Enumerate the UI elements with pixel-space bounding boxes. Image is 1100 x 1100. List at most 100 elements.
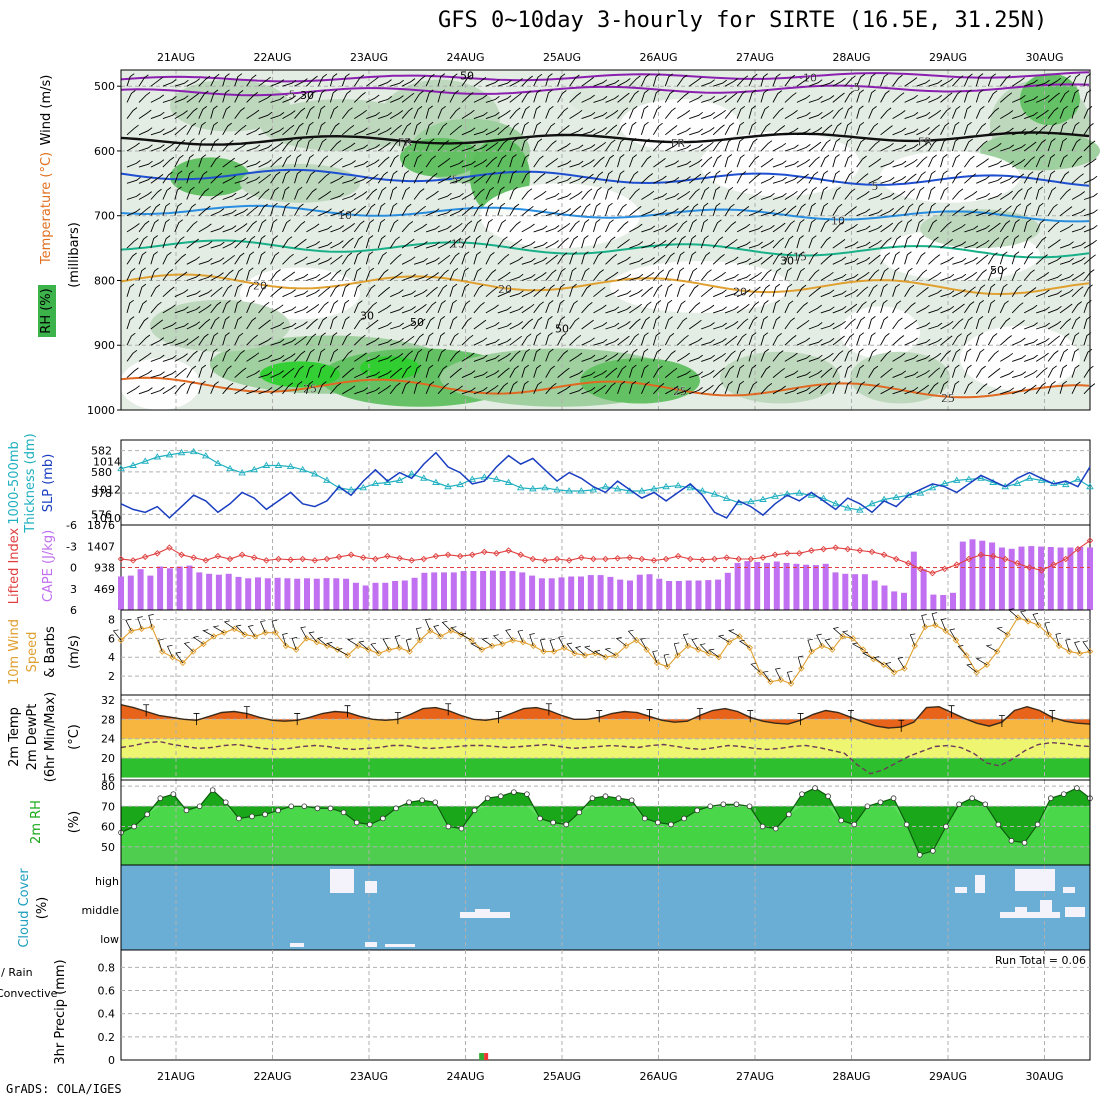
wind-barb (270, 385, 284, 395)
wind-barb (354, 205, 367, 217)
wind-barb (270, 251, 280, 265)
wind-barb (617, 321, 631, 330)
wind-barb (258, 76, 271, 87)
wind-barb (952, 90, 962, 103)
wind-barb (700, 186, 710, 200)
wind-barb (305, 154, 314, 168)
wind-barb (724, 256, 739, 265)
wind-barb (1012, 112, 1026, 120)
wind-barb (365, 251, 374, 265)
lifted-index-marker (1014, 560, 1021, 567)
lifted-index-tick: -6 (66, 519, 77, 532)
wind-barb (701, 370, 715, 379)
wind-barb (832, 203, 843, 216)
cape-bar (548, 578, 555, 610)
wind-barb (701, 127, 715, 136)
wind-barb (366, 111, 380, 120)
rh-marker (694, 807, 700, 814)
wind-barb (341, 267, 351, 281)
wind-barb (449, 222, 463, 233)
wind-barb (1059, 364, 1068, 378)
cloud-cover-block (1065, 907, 1085, 917)
wind-barb (162, 96, 177, 103)
wind-barb (569, 283, 577, 297)
wind-barb (700, 141, 714, 152)
surface-wind-barb (604, 647, 616, 656)
rh-marker (759, 823, 766, 830)
wind-barb (497, 110, 511, 119)
wind-barb (126, 176, 141, 184)
surface-wind-barb (966, 663, 977, 673)
wind-barb (222, 105, 231, 119)
wind-barb (664, 316, 673, 330)
wind-barb (557, 252, 568, 265)
wind-barb (198, 106, 208, 119)
wind-barb (760, 89, 769, 103)
wind-barb (617, 92, 630, 103)
wind-barb (1000, 127, 1014, 136)
cape-bar (773, 561, 780, 610)
wind-barb (222, 175, 236, 184)
wind-barb (126, 90, 136, 103)
wind-barb (210, 89, 219, 103)
wind-barb (760, 332, 769, 346)
wind-barb (629, 318, 641, 330)
wind-barb (963, 381, 973, 394)
surface-wind-barb (931, 612, 938, 626)
rh-marker (327, 805, 334, 812)
rh-marker (144, 811, 150, 818)
wind-barb (509, 290, 524, 298)
wind-barb (940, 138, 949, 152)
wind-barb (138, 205, 151, 217)
surface-wind-barb (750, 662, 761, 673)
wind-barb (509, 306, 524, 314)
rh-marker (995, 821, 1002, 828)
wind-barb (533, 73, 543, 87)
wind-barb (676, 74, 688, 87)
thickness-marker (686, 483, 695, 491)
rh-marker (1061, 791, 1067, 797)
lifted-index-marker (905, 560, 912, 567)
wind-barb (497, 154, 507, 168)
isotherm-label: 25 (303, 383, 317, 396)
wind-barb (377, 186, 387, 200)
thickness-marker (444, 482, 452, 490)
cape-bar (274, 577, 281, 610)
wind-barb (665, 125, 678, 136)
wind-barb (712, 352, 726, 362)
wind-barb (210, 155, 221, 168)
wind-barb (629, 171, 639, 184)
wind-barb (963, 138, 973, 152)
cape-bar (489, 570, 496, 610)
rh-marker (1047, 795, 1054, 802)
wind-barb (413, 304, 427, 314)
wind-barb (569, 370, 584, 379)
date-label-top: 25AUG (543, 51, 581, 64)
wind-barb (832, 107, 844, 119)
wind-barb (784, 74, 796, 87)
wind-barb (449, 237, 462, 249)
wind-barb (629, 90, 639, 103)
cape-bar (460, 571, 467, 610)
surface-wind-barb (1020, 610, 1029, 622)
wind-barb (987, 267, 997, 281)
wind-barb (963, 121, 972, 135)
rh-marker (903, 821, 910, 828)
credit-text: GrADS: COLA/IGES (6, 1082, 122, 1096)
wind-barb (880, 333, 890, 346)
wind-barb (892, 317, 903, 330)
thickness-marker (565, 487, 573, 494)
wind-barb (270, 112, 285, 120)
wind-barb (904, 188, 916, 200)
wind-barb (808, 111, 823, 120)
wind-barb (628, 380, 637, 394)
wind-barb (1059, 121, 1068, 135)
wind-barb (605, 306, 620, 314)
date-label-bottom: 23AUG (350, 1070, 388, 1083)
wind-speed-marker (282, 642, 290, 650)
wind-barb (844, 171, 854, 184)
wind-barb (174, 139, 186, 152)
wind-barb (832, 138, 841, 152)
wind-barb (234, 160, 249, 168)
wind-barb (174, 124, 187, 136)
